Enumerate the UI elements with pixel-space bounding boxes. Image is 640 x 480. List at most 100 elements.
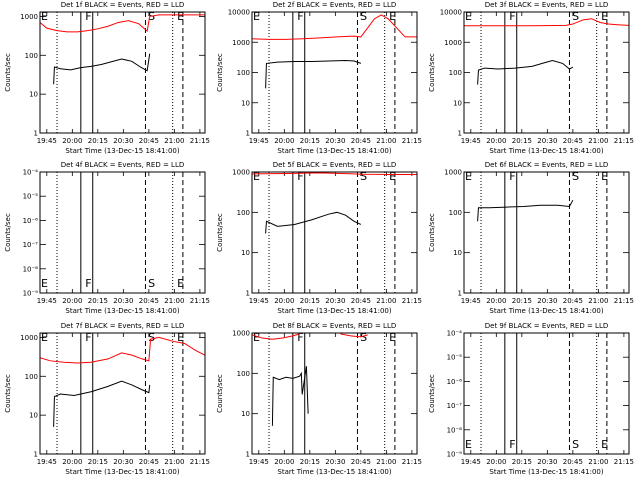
- y-axis-label: Counts/sec: [4, 213, 12, 252]
- y-tick-label: 10: [241, 99, 250, 107]
- x-tick-label: 20:00: [486, 137, 506, 145]
- y-tick-label: 1: [458, 130, 462, 138]
- x-tick-label: 20:00: [274, 458, 294, 466]
- event-marker-label: F: [509, 170, 515, 183]
- x-tick-label: 20:15: [512, 297, 532, 305]
- event-marker-label: F: [297, 170, 303, 183]
- event-marker-label: E: [601, 170, 608, 183]
- x-axis-label: Start Time (13-Dec-15 18:41:00): [277, 468, 391, 476]
- x-tick-label: 21:00: [164, 297, 184, 305]
- x-tick-label: 20:15: [88, 458, 108, 466]
- x-tick-label: 21:00: [164, 458, 184, 466]
- x-tick-label: 21:15: [190, 137, 210, 145]
- y-tick-label: 10: [29, 412, 38, 420]
- y-tick-label: 100: [449, 69, 462, 77]
- y-tick-label: 10: [241, 249, 250, 257]
- event-marker-label: E: [253, 170, 260, 183]
- x-tick-label: 20:30: [325, 458, 345, 466]
- x-tick-label: 21:00: [164, 137, 184, 145]
- panel: Det 6f BLACK = Events, RED = LLD Counts/s…: [428, 161, 634, 315]
- x-tick-label: 20:45: [351, 137, 371, 145]
- y-tick-label: 1: [458, 290, 462, 298]
- event-marker-label: F: [85, 10, 91, 23]
- x-tick-label: 21:15: [190, 458, 210, 466]
- y-tick-label: 100: [237, 209, 250, 217]
- panel: Det 3f BLACK = Events, RED = LLD Counts/s…: [428, 1, 634, 155]
- panel-title: Det 1f BLACK = Events, RED = LLD: [61, 1, 184, 9]
- series-line: [252, 14, 417, 40]
- x-tick-label: 19:45: [249, 137, 269, 145]
- y-axis-label: Counts/sec: [428, 53, 436, 92]
- event-marker-label: S: [572, 170, 579, 183]
- x-tick-label: 21:15: [614, 137, 634, 145]
- series-group: [40, 14, 205, 85]
- event-marker-label: E: [389, 10, 396, 23]
- panel: Det 1f BLACK = Events, RED = LLD Counts/s…: [4, 1, 210, 155]
- event-marker-label: F: [509, 10, 515, 23]
- x-tick-label: 21:00: [588, 297, 608, 305]
- x-tick-label: 20:00: [62, 137, 82, 145]
- y-tick-label: 1000: [20, 13, 38, 21]
- plot-frame: [463, 171, 630, 294]
- x-tick-label: 19:45: [249, 297, 269, 305]
- y-tick-label: 1000: [232, 39, 250, 47]
- y-tick-label: 10⁻⁸: [447, 426, 463, 434]
- event-marker-label: E: [253, 331, 260, 344]
- series-line: [271, 366, 309, 426]
- y-tick-label: 10⁻⁸: [23, 265, 39, 273]
- x-tick-label: 20:00: [62, 297, 82, 305]
- y-tick-label: 1: [246, 290, 250, 298]
- series-line: [477, 199, 574, 222]
- y-tick-label: 1000: [232, 330, 250, 338]
- y-tick-label: 10⁻⁶: [23, 217, 39, 225]
- plot-frame: [251, 11, 418, 134]
- x-tick-label: 21:00: [376, 137, 396, 145]
- event-marker-label: F: [85, 277, 91, 290]
- series-line: [265, 211, 362, 234]
- event-marker-label: S: [572, 10, 579, 23]
- x-tick-label: 20:15: [88, 137, 108, 145]
- y-tick-label: 10: [29, 91, 38, 99]
- x-tick-label: 20:30: [113, 137, 133, 145]
- x-tick-label: 20:15: [300, 137, 320, 145]
- y-tick-label: 10⁻⁹: [23, 290, 39, 298]
- x-tick-label: 20:30: [537, 297, 557, 305]
- x-tick-label: 20:15: [88, 297, 108, 305]
- series-group: [252, 14, 417, 89]
- plot-frame: [39, 332, 206, 455]
- y-axis-label: Counts/sec: [216, 53, 224, 92]
- y-tick-label: 1000: [232, 169, 250, 177]
- y-tick-label: 10⁻⁴: [23, 169, 39, 177]
- event-marker-label: F: [297, 10, 303, 23]
- x-tick-label: 19:45: [37, 137, 57, 145]
- plot-frame: [463, 11, 630, 134]
- y-tick-label: 1000: [20, 334, 38, 342]
- y-tick-label: 1: [34, 130, 38, 138]
- y-tick-label: 100: [237, 370, 250, 378]
- panel: Det 9f BLACK = Events, RED = LLD Counts/s…: [428, 322, 634, 476]
- x-tick-label: 20:15: [300, 297, 320, 305]
- y-tick-label: 1: [246, 130, 250, 138]
- series-line: [40, 336, 205, 364]
- event-marker-label: E: [389, 331, 396, 344]
- x-axis-label: Start Time (13-Dec-15 18:41:00): [489, 468, 603, 476]
- x-tick-label: 19:45: [461, 137, 481, 145]
- event-marker-label: S: [360, 170, 367, 183]
- y-axis-label: Counts/sec: [4, 374, 12, 413]
- series-line: [53, 380, 151, 427]
- x-tick-label: 20:45: [563, 297, 583, 305]
- plot-frame: [463, 332, 630, 455]
- y-tick-label: 1000: [444, 169, 462, 177]
- x-axis-label: Start Time (13-Dec-15 18:41:00): [489, 307, 603, 315]
- x-tick-label: 20:45: [563, 458, 583, 466]
- x-tick-label: 19:45: [461, 297, 481, 305]
- panel: Det 7f BLACK = Events, RED = LLD Counts/s…: [4, 322, 210, 476]
- y-axis-label: Counts/sec: [4, 53, 12, 92]
- panel: Det 5f BLACK = Events, RED = LLD Counts/s…: [216, 161, 422, 315]
- y-tick-label: 1: [246, 451, 250, 459]
- y-tick-label: 10⁻⁴: [447, 330, 463, 338]
- series-group: [40, 336, 205, 427]
- x-tick-label: 21:15: [190, 297, 210, 305]
